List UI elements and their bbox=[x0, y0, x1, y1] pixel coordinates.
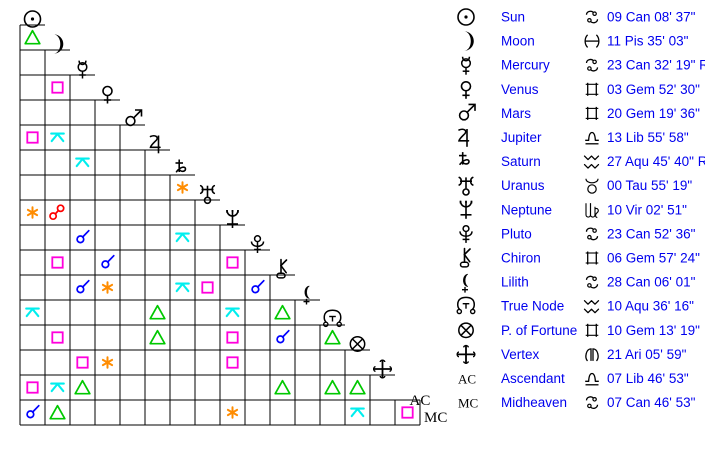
svg-text:07 Can 46' 53": 07 Can 46' 53" bbox=[607, 395, 696, 410]
svg-text:07 Lib 46' 53": 07 Lib 46' 53" bbox=[607, 371, 689, 386]
svg-text:10 Gem 13' 19": 10 Gem 13' 19" bbox=[607, 323, 700, 338]
svg-text:True Node: True Node bbox=[501, 299, 564, 314]
svg-text:11 Pis 35' 03": 11 Pis 35' 03" bbox=[607, 34, 689, 49]
svg-text:10 Vir 02' 51": 10 Vir 02' 51" bbox=[607, 202, 687, 217]
svg-text:Pluto: Pluto bbox=[501, 226, 532, 241]
svg-text:Neptune: Neptune bbox=[501, 202, 552, 217]
svg-text:AC: AC bbox=[458, 372, 476, 387]
svg-text:Ascendant: Ascendant bbox=[501, 371, 565, 386]
svg-text:Midheaven: Midheaven bbox=[501, 395, 567, 410]
svg-text:MC: MC bbox=[424, 410, 447, 426]
svg-text:Chiron: Chiron bbox=[501, 251, 541, 266]
svg-text:Saturn: Saturn bbox=[501, 154, 541, 169]
svg-text:Venus: Venus bbox=[501, 82, 539, 97]
svg-text:Mercury: Mercury bbox=[501, 58, 550, 73]
svg-text:23 Can 52' 36": 23 Can 52' 36" bbox=[607, 226, 696, 241]
svg-text:06 Gem 57' 24": 06 Gem 57' 24" bbox=[607, 251, 700, 266]
svg-text:Moon: Moon bbox=[501, 34, 535, 49]
svg-text:09 Can 08' 37": 09 Can 08' 37" bbox=[607, 10, 696, 25]
svg-text:P. of Fortune: P. of Fortune bbox=[501, 323, 577, 338]
svg-text:Lilith: Lilith bbox=[501, 275, 529, 290]
svg-text:Vertex: Vertex bbox=[501, 347, 540, 362]
svg-text:20 Gem 19' 36": 20 Gem 19' 36" bbox=[607, 106, 700, 121]
svg-text:00 Tau 55' 19": 00 Tau 55' 19" bbox=[607, 178, 692, 193]
svg-text:28 Can 06' 01": 28 Can 06' 01" bbox=[607, 275, 696, 290]
svg-text:Uranus: Uranus bbox=[501, 178, 545, 193]
svg-text:Mars: Mars bbox=[501, 106, 531, 121]
svg-text:MC: MC bbox=[458, 396, 478, 411]
svg-text:23 Can 32' 19" R: 23 Can 32' 19" R bbox=[607, 58, 705, 73]
svg-text:27 Aqu 45' 40" R: 27 Aqu 45' 40" R bbox=[607, 154, 705, 169]
svg-text:13 Lib 55' 58": 13 Lib 55' 58" bbox=[607, 130, 689, 145]
svg-text:Sun: Sun bbox=[501, 10, 525, 25]
svg-text:Jupiter: Jupiter bbox=[501, 130, 542, 145]
svg-text:21 Ari 05' 59": 21 Ari 05' 59" bbox=[607, 347, 687, 362]
svg-text:10 Aqu 36' 16": 10 Aqu 36' 16" bbox=[607, 299, 694, 314]
svg-text:03 Gem 52' 30": 03 Gem 52' 30" bbox=[607, 82, 700, 97]
